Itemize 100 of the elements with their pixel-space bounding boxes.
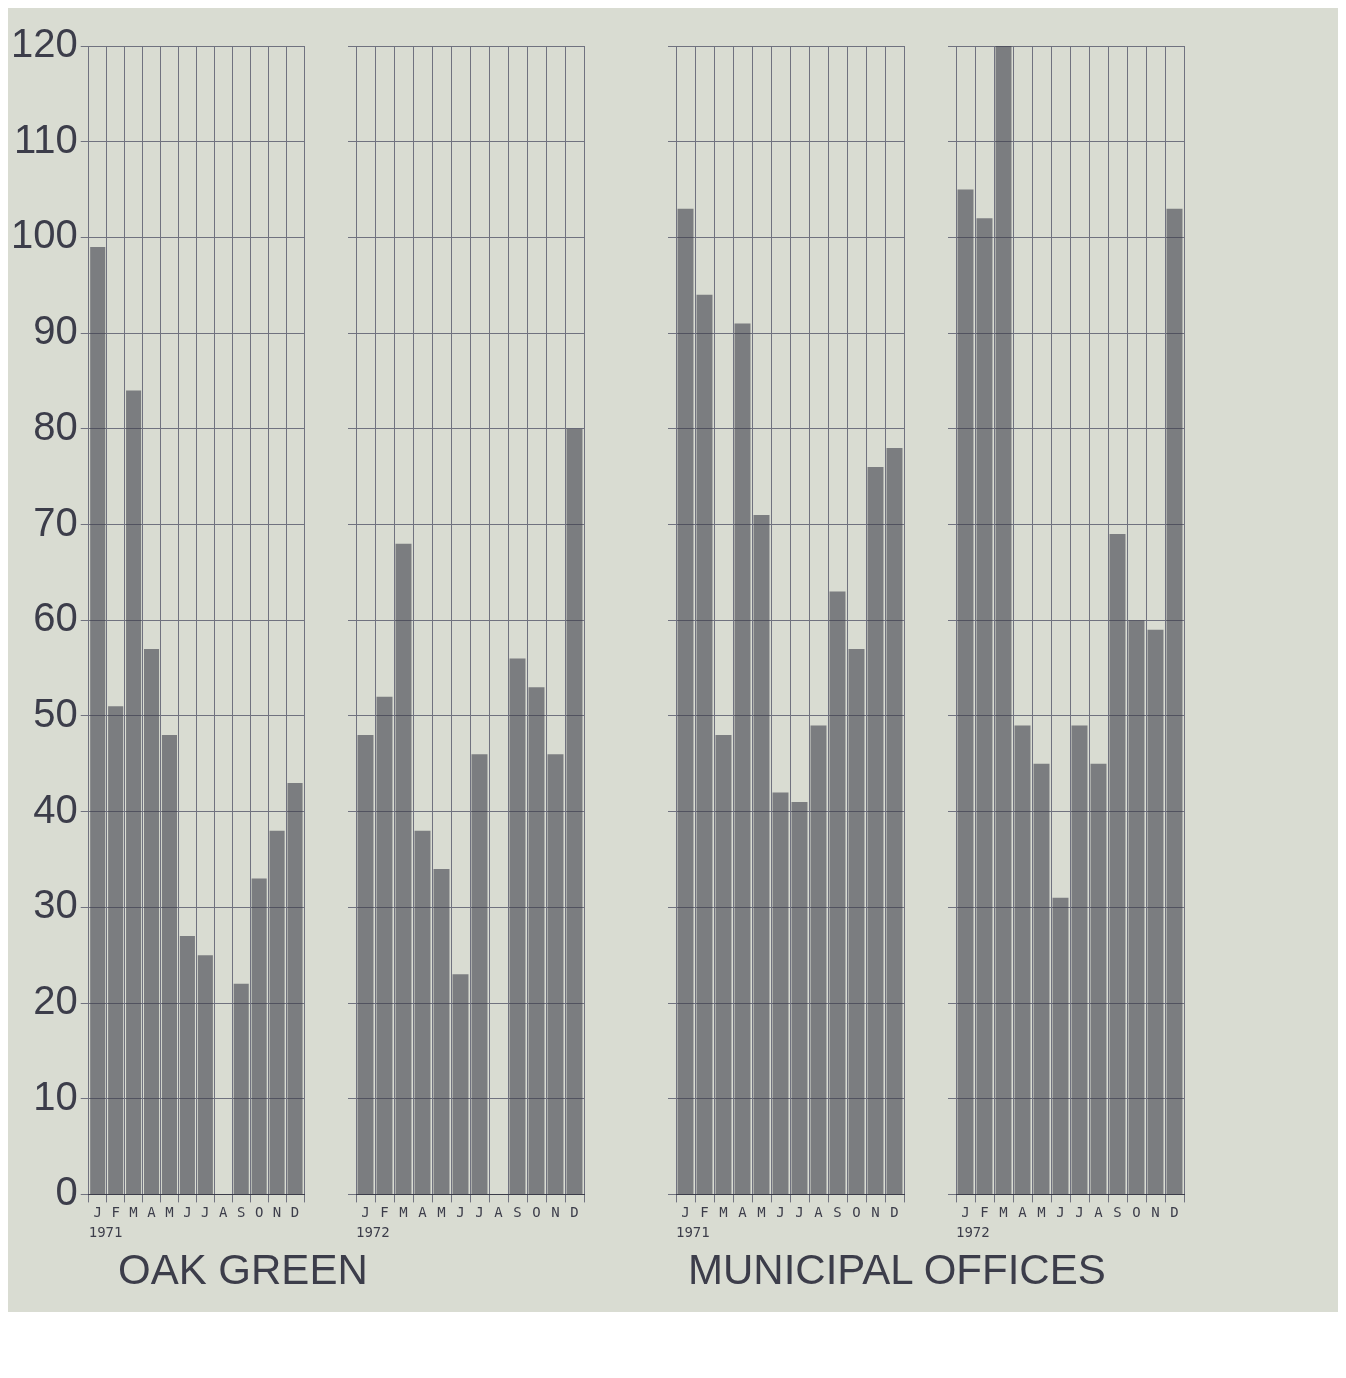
- x-tick-label: A: [814, 1204, 824, 1221]
- y-tick-label: 70: [33, 499, 78, 544]
- bar: [566, 428, 583, 1194]
- bar: [414, 830, 431, 1194]
- bar: [753, 514, 770, 1194]
- x-tick-label: J: [795, 1204, 804, 1221]
- y-tick-label: 60: [33, 595, 78, 640]
- x-tick-label: N: [1151, 1204, 1160, 1221]
- x-tick-label: J: [961, 1204, 970, 1221]
- x-tick-label: M: [757, 1204, 766, 1221]
- bar: [1014, 725, 1031, 1194]
- x-tick-label: M: [1037, 1204, 1046, 1221]
- bar: [509, 658, 526, 1194]
- x-tick-label: M: [129, 1204, 138, 1221]
- bar: [433, 869, 450, 1194]
- x-tick-label: S: [833, 1204, 842, 1221]
- x-tick-label: J: [681, 1204, 690, 1221]
- y-tick-label: 50: [33, 690, 78, 735]
- x-axis-title: 1971: [88, 1224, 123, 1241]
- bar: [1071, 725, 1088, 1194]
- y-tick-label: 110: [13, 116, 78, 161]
- x-axis-title: 1972: [356, 1224, 390, 1241]
- x-tick-label: O: [532, 1204, 541, 1221]
- x-tick-label: J: [1056, 1204, 1065, 1221]
- y-tick-label: 120: [10, 21, 78, 66]
- bar: [395, 543, 412, 1194]
- bar: [1090, 763, 1107, 1194]
- bar: [161, 735, 177, 1194]
- bar: [452, 974, 469, 1194]
- x-axis-title: 1972: [956, 1224, 990, 1241]
- x-tick-label: J: [475, 1204, 484, 1221]
- bar: [867, 467, 884, 1194]
- bar: [197, 955, 213, 1194]
- bar: [677, 208, 694, 1194]
- x-tick-label: O: [254, 1204, 264, 1221]
- x-tick-label: F: [980, 1204, 989, 1221]
- bar: [772, 792, 789, 1194]
- y-tick-label: 100: [10, 212, 78, 257]
- x-tick-label: J: [201, 1204, 210, 1221]
- bar: [287, 782, 303, 1194]
- x-tick-label: D: [1170, 1204, 1179, 1221]
- x-tick-label: S: [1113, 1204, 1122, 1221]
- x-tick-label: A: [494, 1204, 504, 1221]
- x-tick-label: J: [93, 1204, 102, 1221]
- bar: [1128, 620, 1145, 1194]
- bar: [376, 696, 393, 1194]
- bar: [810, 725, 827, 1194]
- x-tick-label: A: [1094, 1204, 1104, 1221]
- bar: [179, 936, 195, 1194]
- x-tick-label: D: [570, 1204, 579, 1221]
- bar: [886, 447, 903, 1194]
- y-tick-label: 0: [55, 1169, 78, 1214]
- bar: [976, 218, 993, 1194]
- x-tick-label: J: [776, 1204, 785, 1221]
- y-tick-label: 40: [33, 786, 78, 831]
- x-tick-label: A: [418, 1204, 428, 1221]
- bar: [791, 802, 808, 1194]
- x-tick-label: S: [237, 1204, 246, 1221]
- y-tick-label: 30: [33, 882, 78, 927]
- x-tick-label: M: [719, 1204, 728, 1221]
- bar: [143, 648, 160, 1194]
- y-tick-label: 80: [33, 403, 78, 448]
- x-tick-label: O: [1132, 1204, 1141, 1221]
- x-tick-label: D: [890, 1204, 899, 1221]
- x-tick-label: N: [871, 1204, 880, 1221]
- bar: [251, 878, 267, 1194]
- bar: [108, 706, 124, 1194]
- bar: [126, 390, 142, 1194]
- x-tick-label: A: [147, 1204, 157, 1221]
- y-tick-label: 90: [33, 308, 78, 353]
- bar: [471, 754, 488, 1194]
- bar: [528, 687, 545, 1194]
- bar: [1166, 208, 1183, 1194]
- y-tick-label: 10: [33, 1073, 78, 1118]
- bar: [829, 591, 846, 1194]
- x-tick-label: D: [290, 1204, 300, 1221]
- x-tick-label: M: [399, 1204, 408, 1221]
- bar: [1033, 763, 1050, 1194]
- x-tick-label: S: [513, 1204, 522, 1221]
- bar: [357, 735, 374, 1194]
- x-tick-label: F: [700, 1204, 709, 1221]
- x-axis-title: 1971: [676, 1224, 710, 1241]
- x-tick-label: J: [1075, 1204, 1084, 1221]
- bar: [1147, 629, 1164, 1194]
- x-tick-label: A: [738, 1204, 748, 1221]
- bar: [1052, 897, 1069, 1194]
- x-tick-label: N: [551, 1204, 560, 1221]
- x-tick-label: F: [380, 1204, 389, 1221]
- x-tick-label: O: [852, 1204, 861, 1221]
- bar: [233, 983, 249, 1194]
- bar: [957, 189, 974, 1194]
- x-tick-label: J: [456, 1204, 465, 1221]
- x-tick-label: F: [111, 1204, 120, 1221]
- text: OAK GREEN: [118, 1246, 368, 1294]
- x-tick-label: J: [361, 1204, 370, 1221]
- x-tick-label: M: [437, 1204, 446, 1221]
- bar: [696, 294, 713, 1194]
- bar: [90, 246, 106, 1194]
- bar: [1109, 534, 1126, 1194]
- x-tick-label: N: [272, 1204, 282, 1221]
